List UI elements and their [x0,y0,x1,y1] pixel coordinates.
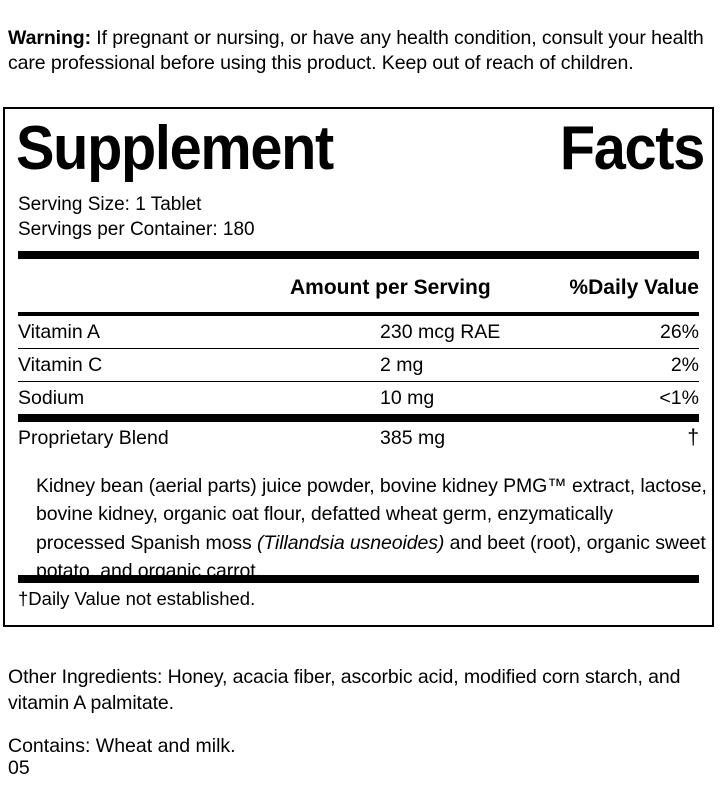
table-row: Vitamin C 2 mg 2% [18,349,699,382]
servings-per-container: Servings per Container: 180 [18,219,255,240]
table-row-proprietary-blend: Proprietary Blend 385 mg † [18,422,699,454]
nutrient-daily-value: <1% [659,387,699,409]
rule-above-footnote [18,575,699,583]
warning-text: If pregnant or nursing, or have any heal… [8,26,704,75]
nutrient-name: Vitamin C [18,354,103,376]
revision-code: 05 [8,757,30,779]
nutrient-amount: 230 mcg RAE [380,321,501,343]
other-ingredients: Other Ingredients: Honey, acacia fiber, … [8,665,681,714]
row-divider [18,348,699,349]
panel-title-word-supplement: Supplement [16,114,334,183]
blend-ingredients-list: Kidney bean (aerial parts) juice powder,… [36,472,707,586]
supplement-facts-panel: Supplement Facts Serving Size: 1 Tablet … [3,107,714,627]
daily-value-header: %Daily Value [569,276,699,299]
warning-label: Warning: [8,26,91,49]
nutrient-daily-value: 2% [670,354,699,376]
blend-amount: 385 mg [380,427,446,449]
panel-title: Supplement Facts [16,114,705,183]
blend-name: Proprietary Blend [18,427,169,449]
blend-ingredient-botanical-name: (Tillandsia usneoides) [256,531,445,554]
table-row: Vitamin A 230 mcg RAE 26% [18,316,699,349]
rule-above-blend [18,414,699,422]
serving-size: Serving Size: 1 Tablet [18,194,202,215]
nutrient-name: Vitamin A [18,321,101,343]
row-divider [18,381,699,382]
nutrient-name: Sodium [18,387,85,409]
rule-below-headers [18,312,699,316]
blend-ingredients-part-1: Kidney bean (aerial parts) juice powder,… [36,474,707,554]
nutrient-amount: 2 mg [380,354,424,376]
nutrient-daily-value: 26% [659,321,699,343]
amount-per-serving-header: Amount per Serving [290,276,491,299]
panel-title-word-facts: Facts [559,114,705,183]
nutrient-amount: 10 mg [380,387,435,409]
warning-paragraph: Warning: If pregnant or nursing, or have… [8,26,714,77]
column-headers: Amount per Serving %Daily Value [18,274,699,302]
contains-allergens: Contains: Wheat and milk. [8,734,236,757]
serving-info: Serving Size: 1 Tablet Servings per Cont… [18,192,255,242]
blend-daily-value-dagger: † [687,426,699,449]
daily-value-footnote: †Daily Value not established. [18,588,256,609]
rule-above-headers [18,251,699,259]
table-row: Sodium 10 mg <1% [18,382,699,415]
